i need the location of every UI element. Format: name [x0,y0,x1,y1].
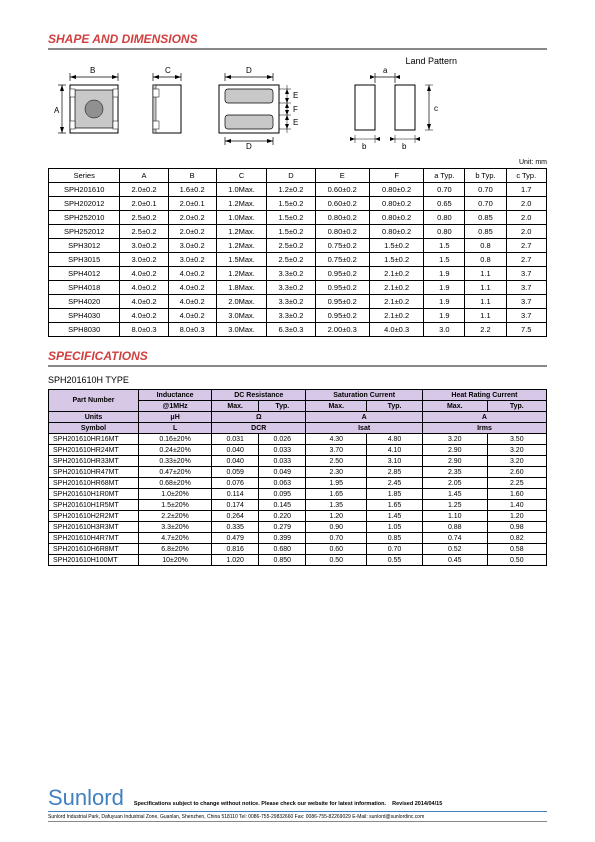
dim-table-header: Series [49,169,120,183]
brand-logo: Sunlord [48,785,124,811]
table-row: SPH30123.0±0.23.0±0.21.2Max.2.5±0.20.75±… [49,239,547,253]
table-row: SPH201610HR24MT0.24±20%0.0400.0333.704.1… [49,445,547,456]
table-row: SPH201610H100MT10±20%1.0200.8500.500.550… [49,555,547,566]
diagram-bottom-view: D E F E D [211,63,326,153]
dim-table-header: A [120,169,168,183]
dim-label-E2: E [293,118,298,127]
section-title-specs: SPECIFICATIONS [48,349,547,367]
dim-label-a: a [383,66,388,75]
dim-table-header: B [168,169,216,183]
table-row: SPH201610HR47MT0.47±20%0.0590.0492.302.8… [49,467,547,478]
table-row: SPH2520102.5±0.22.0±0.21.0Max.1.5±0.20.8… [49,211,547,225]
dim-label-E: E [293,91,298,100]
table-row: SPH2520122.5±0.22.0±0.21.2Max.1.5±0.20.8… [49,225,547,239]
dim-label-b: b [362,142,367,151]
table-row: SPH201610H1R0MT1.0±20%0.1140.0951.651.85… [49,489,547,500]
dim-label-D2: D [246,142,252,151]
dim-label-A: A [54,106,60,115]
dim-label-b2: b [402,142,407,151]
dim-table-header: b Typ. [465,169,506,183]
dim-table-header: E [315,169,369,183]
diagram-land-pattern: a c b b [330,63,480,153]
dim-table-header: a Typ. [424,169,465,183]
table-row: SPH201610HR68MT0.68±20%0.0760.0631.952.4… [49,478,547,489]
table-row: SPH40304.0±0.24.0±0.23.0Max.3.3±0.20.95±… [49,309,547,323]
land-pattern-label: Land Pattern [405,56,457,66]
footer-address: Sunlord Industrial Park, Dafuyuan Indust… [48,814,547,822]
dim-table-header: D [267,169,315,183]
footer: Sunlord Specifications subject to change… [48,785,547,822]
table-row: SPH40184.0±0.24.0±0.21.8Max.3.3±0.20.95±… [49,281,547,295]
table-row: SPH30153.0±0.23.0±0.21.5Max.2.5±0.20.75±… [49,253,547,267]
table-row: SPH2016102.0±0.21.6±0.21.0Max.1.2±0.20.6… [49,183,547,197]
dim-table-header: C [216,169,267,183]
table-row: SPH201610H1R5MT1.5±20%0.1740.1451.351.65… [49,500,547,511]
table-row: SPH201610H3R3MT3.3±20%0.3350.2790.901.05… [49,522,547,533]
diagram-top-view: B A [48,63,143,153]
spec-type-label: SPH201610H TYPE [48,375,547,385]
table-row: SPH201610H6R8MT6.8±20%0.8160.6800.600.70… [49,544,547,555]
table-row: SPH201610HR33MT0.33±20%0.0400.0332.503.1… [49,456,547,467]
dim-table-header: c Typ. [506,169,546,183]
diagram-side-view: C [147,63,207,153]
table-row: SPH40124.0±0.24.0±0.21.2Max.3.3±0.20.95±… [49,267,547,281]
dim-label-C: C [165,66,171,75]
table-row: SPH2020122.0±0.12.0±0.11.2Max.1.5±0.20.6… [49,197,547,211]
section-title-shape: SHAPE AND DIMENSIONS [48,32,547,50]
table-row: SPH201610HR16MT0.16±20%0.0310.0264.304.8… [49,434,547,445]
dim-label-F: F [293,105,298,114]
spec-table: Part NumberInductanceDC ResistanceSatura… [48,389,547,566]
dimensions-table: SeriesABCDEFa Typ.b Typ.c Typ. SPH201610… [48,168,547,337]
dim-label-c: c [434,104,438,113]
dim-label-B: B [90,66,95,75]
dim-label-D: D [246,66,252,75]
table-row: SPH80308.0±0.38.0±0.33.0Max.6.3±0.32.00±… [49,323,547,337]
footer-note: Specifications subject to change without… [134,801,442,807]
unit-label: Unit: mm [48,159,547,166]
table-row: SPH40204.0±0.24.0±0.22.0Max.3.3±0.20.95±… [49,295,547,309]
table-row: SPH201610H4R7MT4.7±20%0.4790.3990.700.85… [49,533,547,544]
diagrams-container: Land Pattern B A C D [48,58,547,153]
dim-table-header: F [369,169,423,183]
table-row: SPH201610H2R2MT2.2±20%0.2640.2201.201.45… [49,511,547,522]
